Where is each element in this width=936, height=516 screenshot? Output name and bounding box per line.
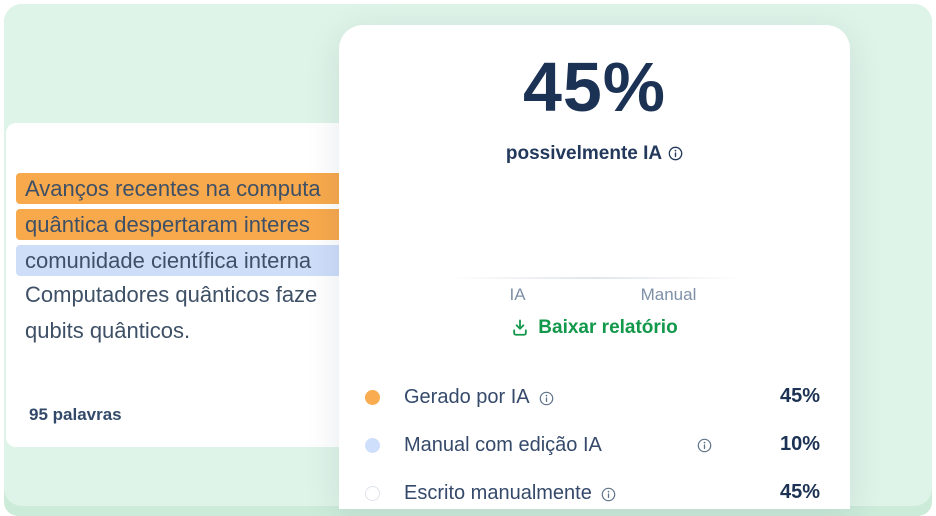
download-icon <box>511 318 529 338</box>
legend-label: Escrito manualmente <box>404 481 592 504</box>
document-line: qubits quânticos. <box>25 313 362 349</box>
legend-dot-edited <box>365 437 380 453</box>
ai-highlighted-sentence[interactable]: Avanços recentes na computa <box>16 172 362 204</box>
info-icon[interactable] <box>601 487 616 502</box>
document-line: Computadores quânticos faze <box>25 277 362 313</box>
legend-value: 45% <box>779 385 820 407</box>
edited-highlighted-sentence[interactable]: comunidade científica interna <box>16 244 362 276</box>
document-line: quântica despertaram interes <box>16 205 362 241</box>
bar-label-manual: Manual <box>640 285 697 304</box>
legend-value: 45% <box>779 481 820 503</box>
document-line: Avanços recentes na computa <box>16 169 362 205</box>
legend-dot-manual <box>365 485 380 501</box>
info-icon[interactable] <box>668 146 683 161</box>
plain-sentence: Computadores quânticos faze <box>25 282 318 307</box>
plain-sentence: qubits quânticos. <box>25 318 191 343</box>
ai-score-label-text: possivelmente IA <box>505 143 663 164</box>
ai-highlighted-sentence[interactable]: quântica despertaram interes <box>16 208 362 240</box>
word-count: 95 palavras <box>29 405 122 424</box>
ai-score: 45% <box>522 48 667 126</box>
ai-detection-panel: 45% possivelmente IA IA Manual Baixar re… <box>339 25 850 509</box>
legend-row-generated-by-ai: Gerado por IA 45% <box>339 382 850 412</box>
legend-dot-ai <box>365 389 380 405</box>
bar-label-ia: IA <box>509 285 526 304</box>
legend-row-manual-with-ai-editing: Manual com edição IA 10% <box>339 430 850 460</box>
legend-value: 10% <box>779 433 820 455</box>
info-icon[interactable] <box>697 438 712 453</box>
download-report-label: Baixar relatório <box>538 317 678 338</box>
legend-row-written-manually: Escrito manualmente 45% <box>339 478 850 508</box>
info-icon[interactable] <box>539 391 554 406</box>
legend-label: Manual com edição IA <box>404 433 602 456</box>
document-text: Avanços recentes na computa quântica des… <box>16 169 362 349</box>
download-report-link[interactable]: Baixar relatório <box>339 317 850 339</box>
chart-baseline <box>447 277 743 279</box>
document-line: comunidade científica interna <box>16 241 362 277</box>
legend-label: Gerado por IA <box>404 385 530 408</box>
ai-score-label: possivelmente IA <box>339 143 850 165</box>
